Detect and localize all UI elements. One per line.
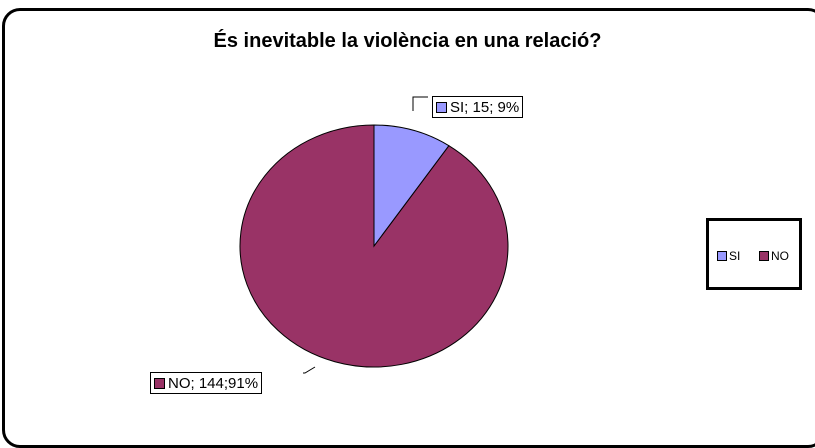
legend-entry-no: NO bbox=[759, 249, 789, 263]
data-label-si: SI; 15; 9% bbox=[432, 96, 524, 118]
data-label-no: NO; 144;91% bbox=[150, 372, 263, 394]
legend: SI NO bbox=[706, 218, 802, 290]
leader-line-si bbox=[412, 96, 428, 111]
legend-entry-si: SI bbox=[717, 249, 740, 263]
data-label-swatch-no bbox=[154, 377, 165, 389]
data-label-text-no: NO; 144;91% bbox=[168, 374, 259, 392]
data-label-text-si: SI; 15; 9% bbox=[450, 98, 520, 116]
legend-label-si: SI bbox=[729, 249, 741, 263]
legend-swatch-no bbox=[759, 251, 769, 261]
legend-swatch-si bbox=[717, 251, 727, 261]
legend-label-no: NO bbox=[771, 249, 789, 263]
leader-line-no bbox=[303, 366, 316, 374]
pie-slice-si bbox=[373, 124, 450, 248]
data-label-swatch-si bbox=[436, 101, 447, 113]
chart-title: És inevitable la violència en una relaci… bbox=[213, 30, 602, 52]
pie-chart bbox=[239, 96, 509, 374]
